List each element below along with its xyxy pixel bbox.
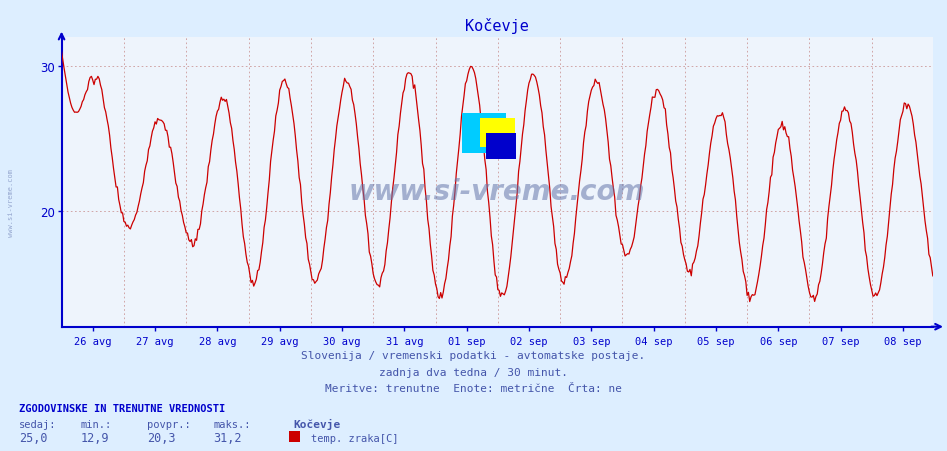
- Text: povpr.:: povpr.:: [147, 419, 190, 429]
- FancyBboxPatch shape: [480, 119, 514, 148]
- Text: 31,2: 31,2: [213, 431, 241, 444]
- Title: Kočevje: Kočevje: [465, 18, 529, 34]
- FancyBboxPatch shape: [462, 113, 506, 154]
- Text: Kočevje: Kočevje: [294, 419, 341, 429]
- Text: temp. zraka[C]: temp. zraka[C]: [311, 433, 398, 443]
- Text: min.:: min.:: [80, 419, 112, 429]
- Text: 12,9: 12,9: [80, 431, 109, 444]
- Text: www.si-vreme.com: www.si-vreme.com: [9, 169, 14, 237]
- Text: maks.:: maks.:: [213, 419, 251, 429]
- Text: 20,3: 20,3: [147, 431, 175, 444]
- Text: sedaj:: sedaj:: [19, 419, 57, 429]
- Text: ZGODOVINSKE IN TRENUTNE VREDNOSTI: ZGODOVINSKE IN TRENUTNE VREDNOSTI: [19, 403, 225, 413]
- Text: zadnja dva tedna / 30 minut.: zadnja dva tedna / 30 minut.: [379, 367, 568, 377]
- Text: www.si-vreme.com: www.si-vreme.com: [348, 177, 646, 205]
- FancyBboxPatch shape: [486, 133, 516, 160]
- Text: Slovenija / vremenski podatki - avtomatske postaje.: Slovenija / vremenski podatki - avtomats…: [301, 350, 646, 360]
- Text: 25,0: 25,0: [19, 431, 47, 444]
- Text: Meritve: trenutne  Enote: metrične  Črta: ne: Meritve: trenutne Enote: metrične Črta: …: [325, 383, 622, 393]
